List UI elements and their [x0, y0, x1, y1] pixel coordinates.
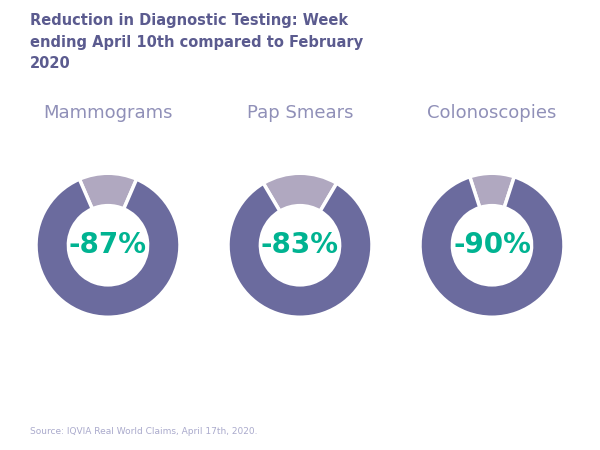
- Wedge shape: [228, 183, 372, 317]
- Wedge shape: [420, 177, 564, 317]
- Text: -83%: -83%: [261, 231, 339, 259]
- Text: Reduction in Diagnostic Testing: Week
ending April 10th compared to February
202: Reduction in Diagnostic Testing: Week en…: [30, 14, 363, 71]
- Wedge shape: [79, 173, 137, 209]
- Text: Source: IQVIA Real World Claims, April 17th, 2020.: Source: IQVIA Real World Claims, April 1…: [30, 428, 257, 436]
- Text: Mammograms: Mammograms: [43, 104, 173, 122]
- Wedge shape: [263, 173, 337, 211]
- Wedge shape: [36, 179, 180, 317]
- Text: -90%: -90%: [453, 231, 531, 259]
- Wedge shape: [470, 173, 514, 207]
- Text: Pap Smears: Pap Smears: [247, 104, 353, 122]
- Text: -87%: -87%: [69, 231, 147, 259]
- Text: Colonoscopies: Colonoscopies: [427, 104, 557, 122]
